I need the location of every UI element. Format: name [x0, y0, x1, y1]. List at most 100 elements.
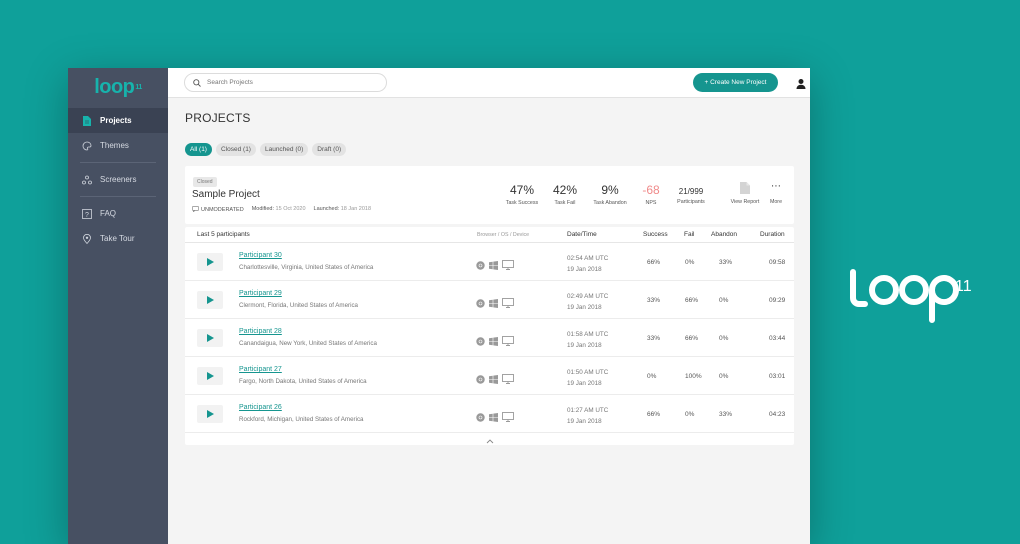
report-icon	[727, 182, 763, 196]
header-success: Success	[643, 231, 668, 238]
sidebar-divider	[80, 162, 156, 163]
date-value: 19 Jan 2018	[567, 380, 602, 387]
date-value: 19 Jan 2018	[567, 342, 602, 349]
windows-icon	[489, 295, 498, 313]
stat-task-fail: 42% Task Fail	[547, 183, 583, 206]
date-value: 19 Jan 2018	[567, 304, 602, 311]
chat-icon	[192, 206, 199, 214]
launched-label: Launched:	[313, 206, 340, 212]
desktop-icon	[502, 409, 514, 427]
duration-value: 09:29	[769, 297, 786, 304]
abandon-value: 0%	[719, 335, 729, 342]
device-icons	[476, 371, 514, 389]
fail-value: 0%	[685, 259, 695, 266]
date-time: 01:27 AM UTC 19 Jan 2018	[567, 405, 608, 427]
chrome-icon	[476, 333, 485, 351]
play-button[interactable]	[197, 291, 223, 309]
table-row[interactable]: Participant 27 Fargo, North Dakota, Unit…	[185, 357, 794, 395]
search-box[interactable]	[184, 73, 387, 92]
play-button[interactable]	[197, 329, 223, 347]
sidebar-logo-sup: 11	[135, 83, 142, 91]
project-type-label: UNMODERATED	[201, 207, 244, 213]
success-value: 0%	[647, 373, 657, 380]
windows-icon	[489, 371, 498, 389]
header-device: Browser / OS / Device	[477, 231, 530, 238]
participant-location: Fargo, North Dakota, United States of Am…	[239, 378, 367, 385]
document-icon	[82, 115, 92, 126]
stat-label: Task Fail	[554, 200, 576, 206]
stat-label: NPS	[645, 200, 657, 206]
ellipsis-icon: ⋯	[771, 181, 781, 192]
participant-location: Clermont, Florida, United States of Amer…	[239, 302, 358, 309]
stat-value: 21/999	[678, 187, 704, 196]
filter-draft[interactable]: Draft (0)	[312, 143, 347, 156]
map-pin-icon	[82, 233, 92, 244]
sidebar-item-label: Projects	[100, 116, 132, 125]
project-card: Closed Sample Project UNMODERATED Modifi…	[185, 166, 794, 224]
duration-value: 09:58	[769, 259, 786, 266]
stat-label: Task Abandon	[593, 200, 627, 206]
stat-label: Participants	[677, 199, 705, 205]
main-content: + Create New Project PROJECTS All (1) Cl…	[168, 68, 810, 544]
success-value: 33%	[647, 297, 661, 304]
filter-all[interactable]: All (1)	[185, 143, 212, 156]
create-new-project-button[interactable]: + Create New Project	[693, 73, 778, 92]
palette-icon	[82, 141, 92, 151]
project-type: UNMODERATED	[192, 206, 244, 214]
table-row[interactable]: Participant 26 Rockford, Michigan, Unite…	[185, 395, 794, 433]
duration-value: 03:01	[769, 373, 786, 380]
modified-label: Modified:	[251, 206, 275, 212]
participant-name[interactable]: Participant 27	[239, 366, 282, 373]
play-icon	[206, 253, 214, 271]
more-button[interactable]: ⋯ More	[765, 181, 787, 206]
sidebar-item-themes[interactable]: Themes	[68, 133, 168, 158]
participants-table: Last 5 participants Browser / OS / Devic…	[185, 227, 794, 445]
play-icon	[206, 367, 214, 385]
date-time: 02:54 AM UTC 19 Jan 2018	[567, 253, 608, 275]
sidebar-item-take-tour[interactable]: Take Tour	[68, 226, 168, 251]
play-icon	[206, 405, 214, 423]
search-input[interactable]	[207, 79, 377, 86]
page-title: PROJECTS	[185, 111, 251, 125]
project-name[interactable]: Sample Project	[192, 189, 260, 200]
participant-name[interactable]: Participant 26	[239, 404, 282, 411]
sidebar-item-projects[interactable]: Projects	[68, 108, 168, 133]
collapse-toggle[interactable]	[185, 435, 794, 445]
app-window: loop 11 Projects Themes Screeners ?	[68, 68, 810, 544]
success-value: 66%	[647, 411, 661, 418]
view-report-button[interactable]: View Report	[727, 182, 763, 205]
date-time: 02:49 AM UTC 19 Jan 2018	[567, 291, 608, 313]
user-icon[interactable]	[795, 77, 807, 89]
table-row[interactable]: Participant 29 Clermont, Florida, United…	[185, 281, 794, 319]
sidebar-item-screeners[interactable]: Screeners	[68, 167, 168, 192]
participant-name[interactable]: Participant 29	[239, 290, 282, 297]
filter-launched[interactable]: Launched (0)	[259, 143, 309, 156]
fail-value: 100%	[685, 373, 702, 380]
abandon-value: 0%	[719, 373, 729, 380]
play-icon	[206, 329, 214, 347]
participant-name[interactable]: Participant 28	[239, 328, 282, 335]
stat-participants: 21/999 Participants	[672, 183, 710, 205]
play-button[interactable]	[197, 405, 223, 423]
duration-value: 04:23	[769, 411, 786, 418]
header-abandon: Abandon	[711, 231, 738, 238]
table-header: Last 5 participants Browser / OS / Devic…	[185, 227, 794, 243]
stat-task-abandon: 9% Task Abandon	[589, 183, 631, 206]
table-row[interactable]: Participant 30 Charlottesville, Virginia…	[185, 243, 794, 281]
filter-closed[interactable]: Closed (1)	[215, 143, 256, 156]
participant-name[interactable]: Participant 30	[239, 252, 282, 259]
duration-value: 03:44	[769, 335, 786, 342]
chrome-icon	[476, 295, 485, 313]
desktop-icon	[502, 295, 514, 313]
date-time: 01:58 AM UTC 19 Jan 2018	[567, 329, 608, 351]
play-icon	[206, 291, 214, 309]
play-button[interactable]	[197, 253, 223, 271]
sidebar-logo[interactable]: loop 11	[68, 68, 168, 106]
play-button[interactable]	[197, 367, 223, 385]
header-duration: Duration	[760, 231, 785, 238]
table-row[interactable]: Participant 28 Canandaigua, New York, Un…	[185, 319, 794, 357]
abandon-value: 33%	[719, 411, 733, 418]
header-participants: Last 5 participants	[197, 231, 250, 238]
stat-value: 47%	[509, 183, 535, 197]
sidebar-item-faq[interactable]: ? FAQ	[68, 201, 168, 226]
